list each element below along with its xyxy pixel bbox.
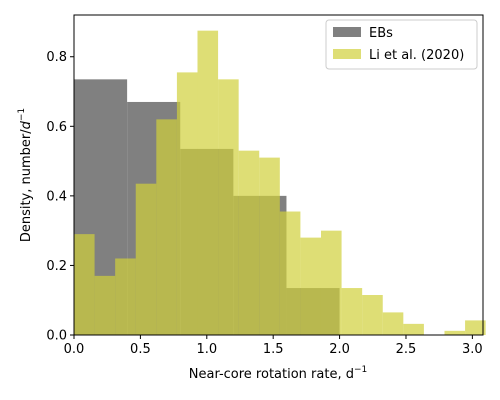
y-tick-label-1: 0.2 [46, 259, 67, 274]
y-tick-label-0: 0.0 [46, 329, 67, 344]
x-tick-label-1: 0.5 [130, 342, 151, 357]
series-li-bars [74, 30, 486, 336]
li-bar-13 [341, 288, 363, 335]
li-bar-0 [74, 234, 95, 335]
li-bar-10 [279, 211, 301, 335]
legend-swatch-ebs [333, 27, 361, 37]
x-axis-label: Near-core rotation rate, d−1 [189, 365, 368, 382]
li-bar-7 [218, 79, 239, 335]
li-bar-14 [362, 295, 383, 335]
li-bar-8 [238, 150, 260, 335]
legend-label-li: Li et al. (2020) [369, 48, 464, 63]
li-bar-6 [197, 30, 219, 336]
li-bar-9 [259, 157, 280, 335]
legend-swatch-li [333, 49, 361, 59]
li-bar-5 [176, 72, 198, 336]
y-tick-label-3: 0.6 [46, 120, 67, 135]
li-bar-2 [115, 258, 136, 335]
x-tick-label-5: 2.5 [396, 342, 417, 357]
x-tick-label-3: 1.5 [263, 342, 284, 357]
x-axis-ticks: 0.0 0.5 1.0 1.5 2.0 2.5 3.0 [64, 335, 483, 357]
li-bar-12 [320, 230, 342, 335]
legend-frame [325, 19, 478, 70]
y-tick-label-4: 0.8 [46, 50, 67, 65]
li-bar-1 [94, 275, 116, 335]
legend-label-ebs: EBs [369, 26, 393, 41]
x-tick-label-2: 1.0 [196, 342, 217, 357]
li-bar-15 [382, 312, 404, 335]
li-bar-11 [300, 237, 321, 335]
li-bar-16 [403, 323, 424, 335]
y-axis-ticks: 0.0 0.2 0.4 0.6 0.8 [46, 50, 74, 344]
li-bar-3 [135, 183, 157, 335]
y-axis-label: Density, number/d−1 [17, 108, 34, 242]
x-tick-label-0: 0.0 [64, 342, 85, 357]
li-bar-19 [465, 320, 486, 335]
x-tick-label-6: 3.0 [462, 342, 483, 357]
li-bar-4 [156, 119, 177, 335]
li-bar-18 [444, 330, 466, 335]
legend: EBs Li et al. (2020) [325, 19, 478, 70]
x-tick-label-4: 2.0 [329, 342, 350, 357]
y-tick-label-2: 0.4 [46, 189, 67, 204]
axes-frame [73, 14, 484, 336]
